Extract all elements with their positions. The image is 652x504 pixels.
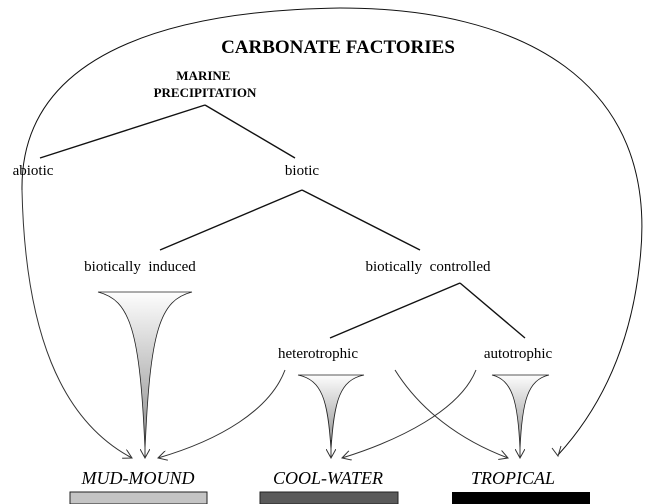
arrow	[394, 369, 508, 458]
funnel	[97, 291, 193, 451]
edge	[329, 282, 461, 339]
outer-arc	[21, 7, 643, 456]
arrow	[342, 369, 477, 458]
root-label: MARINE PRECIPITATION	[154, 68, 257, 100]
edge	[459, 282, 526, 339]
node-label: abiotic	[13, 163, 54, 179]
node-label: biotically controlled	[366, 259, 491, 275]
title: CARBONATE FACTORIES	[221, 37, 455, 58]
factory-label: MUD-MOUND	[81, 468, 195, 488]
arrow	[21, 189, 132, 458]
factory-label: TROPICAL	[471, 468, 555, 488]
root-line: MARINE	[176, 68, 230, 83]
factory-bar	[259, 491, 399, 504]
funnel	[491, 374, 550, 451]
root-line: PRECIPITATION	[154, 85, 257, 100]
node-label: autotrophic	[484, 346, 553, 362]
arrow	[158, 369, 286, 458]
factory-bar	[452, 492, 590, 504]
arrow-head	[551, 445, 562, 458]
edge	[204, 104, 296, 159]
edge	[39, 104, 206, 159]
node-label: biotic	[285, 163, 320, 179]
funnel	[297, 374, 365, 451]
factory-label: COOL-WATER	[273, 468, 383, 488]
edge	[159, 189, 303, 251]
factory-bar	[69, 491, 208, 504]
edge	[301, 189, 421, 251]
node-label: heterotrophic	[278, 346, 358, 362]
node-label: biotically induced	[84, 259, 196, 275]
